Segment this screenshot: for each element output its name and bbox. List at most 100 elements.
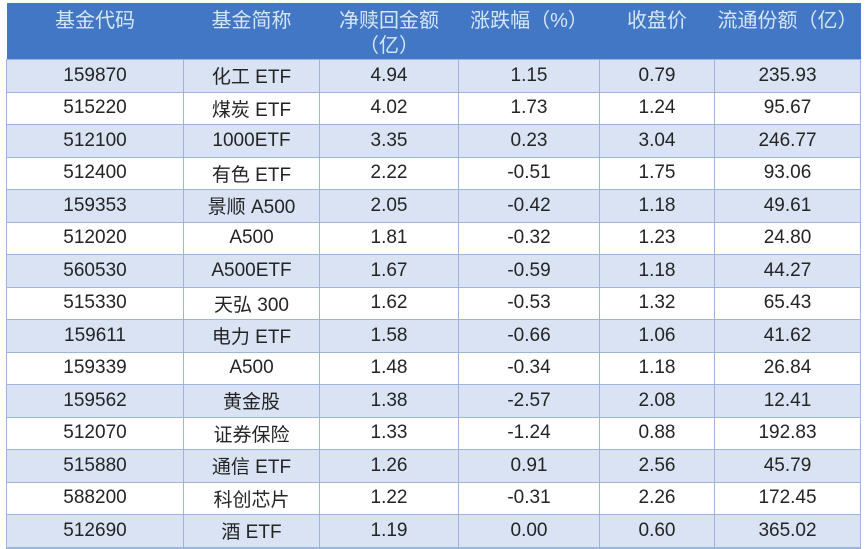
cell-change-pct: -0.31: [458, 481, 600, 515]
cell-net-redemption: 1.62: [319, 286, 459, 320]
cell-fund-code: 159562: [6, 384, 184, 418]
cell-fund-code: 512020: [6, 221, 184, 255]
cell-fund-code: 512100: [6, 124, 184, 158]
cell-change-pct: -0.53: [458, 286, 600, 320]
cell-net-redemption: 1.48: [319, 351, 459, 385]
cell-change-pct: -0.66: [458, 319, 600, 353]
cell-fund-name: A500ETF: [183, 254, 320, 288]
cell-fund-code: 588200: [6, 481, 184, 515]
table-row: 512690 酒 ETF 1.19 0.00 0.60 365.02: [6, 514, 861, 549]
column-header-fund-name: 基金简称: [183, 3, 320, 60]
cell-fund-code: 159353: [6, 189, 184, 223]
table-row: 159339 A500 1.48 -0.34 1.18 26.84: [6, 351, 861, 385]
cell-net-redemption: 2.22: [319, 156, 459, 190]
cell-close-price: 1.23: [599, 221, 715, 255]
cell-close-price: 1.06: [599, 319, 715, 353]
cell-fund-name: 证券保险: [183, 416, 320, 450]
cell-fund-code: 515330: [6, 286, 184, 320]
cell-fund-name: 有色 ETF: [183, 156, 320, 190]
cell-close-price: 1.18: [599, 189, 715, 223]
header-row: 基金代码 基金简称 净赎回金额 （亿） 涨跌幅（%） 收盘价 流通份额（亿）: [6, 3, 861, 60]
table-row: 159353 景顺 A500 2.05 -0.42 1.18 49.61: [6, 189, 861, 223]
cell-change-pct: 1.15: [458, 59, 600, 93]
cell-close-price: 1.18: [599, 254, 715, 288]
cell-close-price: 2.26: [599, 481, 715, 515]
table-row: 560530 A500ETF 1.67 -0.59 1.18 44.27: [6, 254, 861, 288]
cell-net-redemption: 1.58: [319, 319, 459, 353]
cell-fund-code: 512690: [6, 514, 184, 549]
cell-net-redemption: 4.94: [319, 59, 459, 93]
column-header-change-pct: 涨跌幅（%）: [458, 3, 600, 60]
cell-net-redemption: 1.38: [319, 384, 459, 418]
cell-fund-code: 159339: [6, 351, 184, 385]
table-header: 基金代码 基金简称 净赎回金额 （亿） 涨跌幅（%） 收盘价 流通份额（亿）: [6, 3, 861, 60]
cell-change-pct: -0.51: [458, 156, 600, 190]
cell-change-pct: -0.34: [458, 351, 600, 385]
column-header-close-price: 收盘价: [599, 3, 715, 60]
cell-net-redemption: 3.35: [319, 124, 459, 158]
cell-float-shares: 12.41: [714, 384, 861, 418]
cell-net-redemption: 1.33: [319, 416, 459, 450]
cell-fund-code: 159870: [6, 59, 184, 93]
cell-fund-name: 黄金股: [183, 384, 320, 418]
cell-fund-name: A500: [183, 351, 320, 385]
cell-change-pct: -2.57: [458, 384, 600, 418]
cell-float-shares: 41.62: [714, 319, 861, 353]
cell-close-price: 1.75: [599, 156, 715, 190]
cell-change-pct: 1.73: [458, 91, 600, 125]
table-row: 515220 煤炭 ETF 4.02 1.73 1.24 95.67: [6, 91, 861, 125]
table-row: 588200 科创芯片 1.22 -0.31 2.26 172.45: [6, 481, 861, 515]
cell-float-shares: 44.27: [714, 254, 861, 288]
cell-change-pct: -0.32: [458, 221, 600, 255]
cell-net-redemption: 1.26: [319, 449, 459, 483]
cell-change-pct: -0.59: [458, 254, 600, 288]
column-header-label: 基金代码: [55, 10, 135, 32]
column-header-label: 流通份额（亿）: [717, 10, 858, 32]
cell-change-pct: 0.23: [458, 124, 600, 158]
cell-fund-code: 515880: [6, 449, 184, 483]
cell-close-price: 0.88: [599, 416, 715, 450]
table-row: 512070 证券保险 1.33 -1.24 0.88 192.83: [6, 416, 861, 450]
table-row: 159611 电力 ETF 1.58 -0.66 1.06 41.62: [6, 319, 861, 353]
table-body: 159870 化工 ETF 4.94 1.15 0.79 235.93 515220 煤炭 E…: [6, 59, 861, 549]
cell-float-shares: 235.93: [714, 59, 861, 93]
cell-close-price: 0.60: [599, 514, 715, 549]
column-header-label: 收盘价: [627, 10, 687, 32]
cell-change-pct: 0.91: [458, 449, 600, 483]
cell-close-price: 1.24: [599, 91, 715, 125]
cell-fund-code: 515220: [6, 91, 184, 125]
cell-fund-name: 电力 ETF: [183, 319, 320, 353]
cell-close-price: 3.04: [599, 124, 715, 158]
cell-net-redemption: 1.19: [319, 514, 459, 549]
column-header-label: 涨跌幅（%）: [470, 10, 588, 32]
cell-net-redemption: 4.02: [319, 91, 459, 125]
cell-float-shares: 65.43: [714, 286, 861, 320]
cell-fund-code: 512070: [6, 416, 184, 450]
cell-float-shares: 172.45: [714, 481, 861, 515]
column-header-label: 基金简称: [211, 10, 292, 32]
cell-fund-name: 景顺 A500: [183, 189, 320, 223]
cell-float-shares: 24.80: [714, 221, 861, 255]
table-row: 159870 化工 ETF 4.94 1.15 0.79 235.93: [6, 59, 861, 93]
fund-etf-table: 基金代码 基金简称 净赎回金额 （亿） 涨跌幅（%） 收盘价 流通份额（亿） 159870 化…: [6, 3, 861, 549]
cell-fund-name: 化工 ETF: [183, 59, 320, 93]
cell-close-price: 1.18: [599, 351, 715, 385]
cell-float-shares: 246.77: [714, 124, 861, 158]
cell-float-shares: 26.84: [714, 351, 861, 385]
cell-fund-name: 酒 ETF: [183, 514, 320, 549]
cell-fund-code: 560530: [6, 254, 184, 288]
cell-close-price: 0.79: [599, 59, 715, 93]
cell-fund-name: 天弘 300: [183, 286, 320, 320]
cell-fund-name: A500: [183, 221, 320, 255]
cell-net-redemption: 1.22: [319, 481, 459, 515]
column-header-fund-code: 基金代码: [6, 3, 184, 60]
column-header-net-redemption: 净赎回金额 （亿）: [319, 3, 459, 60]
cell-close-price: 1.32: [599, 286, 715, 320]
table-row: 515880 通信 ETF 1.26 0.91 2.56 45.79: [6, 449, 861, 483]
cell-fund-code: 159611: [6, 319, 184, 353]
cell-close-price: 2.56: [599, 449, 715, 483]
cell-fund-name: 1000ETF: [183, 124, 320, 158]
cell-float-shares: 95.67: [714, 91, 861, 125]
table-row: 512100 1000ETF 3.35 0.23 3.04 246.77: [6, 124, 861, 158]
